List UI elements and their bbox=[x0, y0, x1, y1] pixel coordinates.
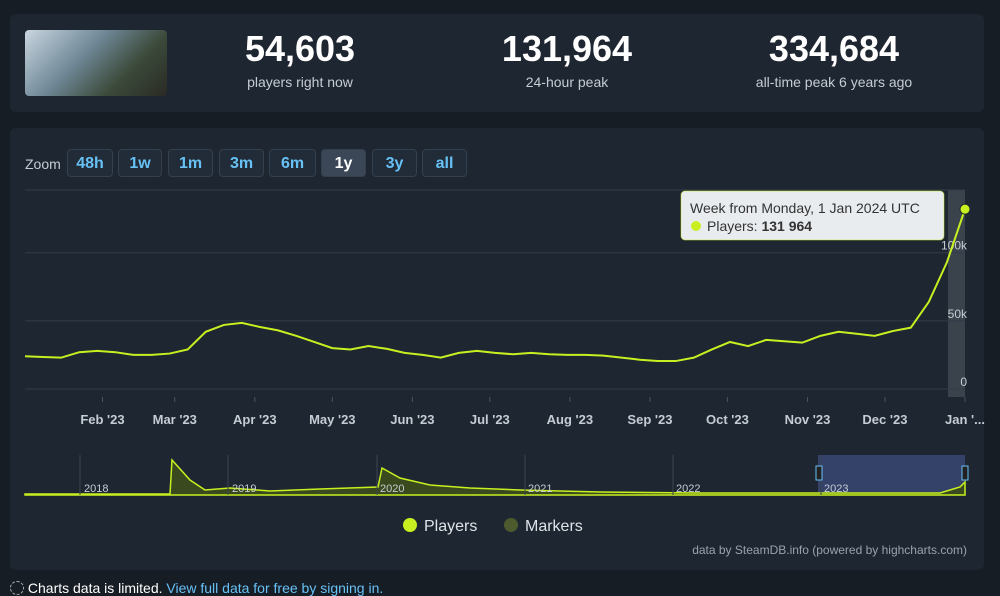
stat-label: 24-hour peak bbox=[525, 74, 609, 90]
tooltip-line: Players: 131 964 bbox=[707, 218, 812, 234]
navigator-selection bbox=[818, 455, 965, 495]
navigator-area bbox=[24, 458, 966, 496]
navigator-label: 2022 bbox=[676, 483, 700, 495]
zoom-button[interactable]: 1w bbox=[118, 149, 162, 177]
hover-point bbox=[959, 203, 971, 215]
footer: Charts data is limited. View full data f… bbox=[10, 580, 383, 596]
x-tick-label: Apr '23 bbox=[233, 412, 277, 427]
navigator-handle bbox=[961, 465, 969, 481]
legend-label: Players bbox=[424, 518, 477, 535]
tooltip-value: 131 964 bbox=[761, 218, 812, 234]
tooltip-box bbox=[680, 190, 945, 241]
zoom-button[interactable]: 3m bbox=[219, 149, 264, 177]
footer-notice: Charts data is limited. bbox=[27, 580, 163, 596]
x-tick-label: Nov '23 bbox=[785, 412, 831, 427]
navigator-label: 2023 bbox=[824, 483, 848, 495]
stat: 54,603 players right now bbox=[170, 28, 430, 90]
legend-marker bbox=[504, 518, 518, 532]
zoom-button[interactable]: 48h bbox=[67, 149, 113, 177]
credit: data by SteamDB.info (powered by highcha… bbox=[692, 543, 967, 557]
x-tick-label: Oct '23 bbox=[706, 412, 749, 427]
zoom-label: Zoom bbox=[25, 156, 61, 172]
stat-label: players right now bbox=[247, 74, 353, 90]
footer-link[interactable]: View full data for free by signing in. bbox=[166, 580, 384, 596]
stat: 334,684 all-time peak 6 years ago bbox=[704, 28, 964, 90]
y-tick-label: 100k bbox=[941, 239, 968, 253]
zoom-button[interactable]: 6m bbox=[269, 149, 316, 177]
x-tick-label: Sep '23 bbox=[627, 412, 672, 427]
x-tick-label: Jun '23 bbox=[390, 412, 434, 427]
stat: 131,964 24-hour peak bbox=[437, 28, 697, 90]
zoom-button[interactable]: 3y bbox=[372, 149, 417, 177]
stat-label: all-time peak 6 years ago bbox=[755, 74, 913, 90]
navigator-label: 2020 bbox=[380, 483, 404, 495]
x-tick-label: Aug '23 bbox=[547, 412, 593, 427]
game-image[interactable] bbox=[25, 30, 167, 96]
stat-value: 54,603 bbox=[244, 28, 356, 69]
legend-label: Markers bbox=[525, 518, 583, 535]
tooltip-title: Week from Monday, 1 Jan 2024 UTC bbox=[690, 200, 920, 216]
navigator-label: 2021 bbox=[528, 483, 552, 495]
line bbox=[24, 208, 966, 363]
navigator-label: 2019 bbox=[232, 483, 256, 495]
navigator-handle[interactable] bbox=[815, 465, 823, 481]
stat-value: 334,684 bbox=[768, 28, 900, 69]
stat-value: 131,964 bbox=[501, 28, 633, 69]
navigator-label: 2018 bbox=[84, 483, 108, 495]
x-tick-label: Jan '... bbox=[945, 412, 985, 427]
stats-card bbox=[10, 14, 984, 112]
x-tick-label: Jul '23 bbox=[470, 412, 510, 427]
zoom-button[interactable]: all bbox=[422, 149, 467, 177]
tooltip-series: Players: bbox=[707, 218, 758, 234]
y-tick-label: 0 bbox=[960, 375, 967, 389]
tooltip-dot bbox=[691, 221, 701, 231]
hover-band bbox=[948, 190, 965, 397]
x-tick-label: Dec '23 bbox=[862, 412, 907, 427]
zoom-button[interactable]: 1y bbox=[321, 149, 366, 177]
legend-marker bbox=[403, 518, 417, 532]
loading-icon bbox=[10, 581, 24, 595]
x-tick-label: May '23 bbox=[309, 412, 355, 427]
zoom-button[interactable]: 1m bbox=[168, 149, 213, 177]
x-tick-label: Mar '23 bbox=[153, 412, 197, 427]
y-tick-label: 50k bbox=[948, 307, 968, 321]
x-tick-label: Feb '23 bbox=[80, 412, 124, 427]
